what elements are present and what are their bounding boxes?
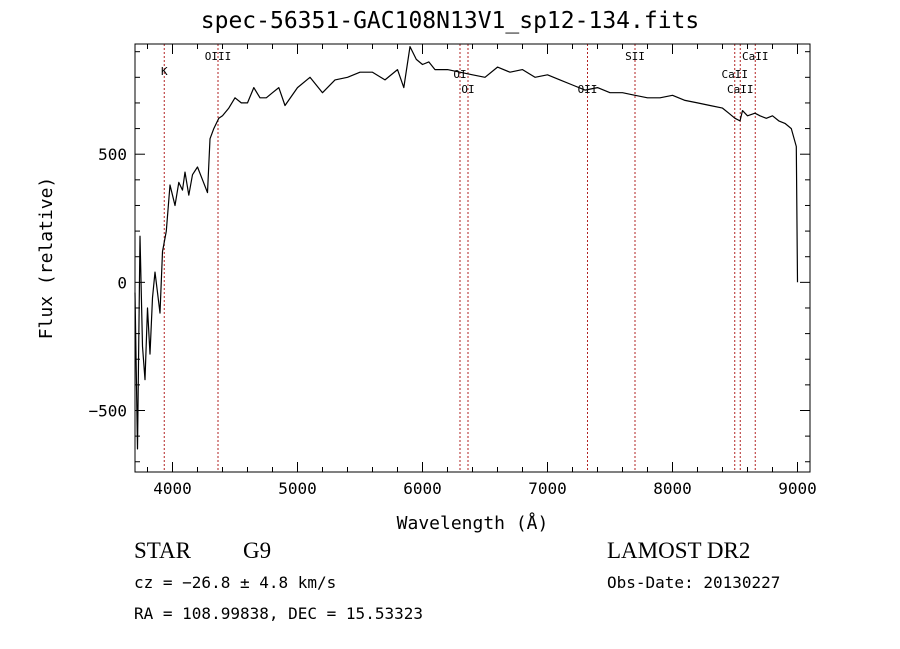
plot-title: spec-56351-GAC108N13V1_sp12-134.fits	[200, 8, 700, 34]
x-tick-label: 5000	[278, 479, 317, 498]
spectral-line-label: OIII	[205, 50, 232, 63]
redshift-velocity: cz = −26.8 ± 4.8 km/s	[134, 573, 337, 592]
spectral-line-label: CaII	[742, 50, 769, 63]
spectral-line-label: SII	[625, 50, 645, 63]
y-tick-label: 500	[98, 145, 127, 164]
observation-date: Obs-Date: 20130227	[607, 573, 781, 592]
object-class: STAR	[134, 538, 191, 563]
spectral-line-markers	[163, 44, 756, 472]
spectral-line-label: K	[161, 65, 168, 78]
x-tick-label: 7000	[528, 479, 567, 498]
x-tick-label: 8000	[653, 479, 692, 498]
x-tick-label: 4000	[153, 479, 192, 498]
y-tick-label: 0	[117, 273, 127, 292]
plot-frame	[134, 43, 811, 473]
object-subclass: G9	[243, 538, 272, 563]
x-tick-label: 6000	[403, 479, 442, 498]
y-tick-label: −500	[88, 401, 127, 420]
spectrum-series	[134, 45, 799, 450]
x-axis-label: Wavelength (Å)	[397, 512, 549, 534]
ra-dec-coordinates: RA = 108.99838, DEC = 15.53323	[134, 604, 423, 623]
spectral-line-label: OI	[461, 83, 474, 96]
y-axis-label: Flux (relative)	[36, 177, 57, 340]
spectral-line-label: CaII	[722, 68, 749, 81]
x-tick-label: 9000	[778, 479, 817, 498]
axis-ticks	[135, 44, 810, 472]
spectral-line-label: OI	[453, 68, 466, 81]
spectral-line-label: CaII	[727, 83, 754, 96]
survey-name: LAMOST DR2	[607, 538, 751, 563]
spectrum-line	[134, 45, 799, 450]
axis-tick-labels: 4000 5000 6000 7000 8000 9000 −500 0 500	[88, 145, 816, 498]
